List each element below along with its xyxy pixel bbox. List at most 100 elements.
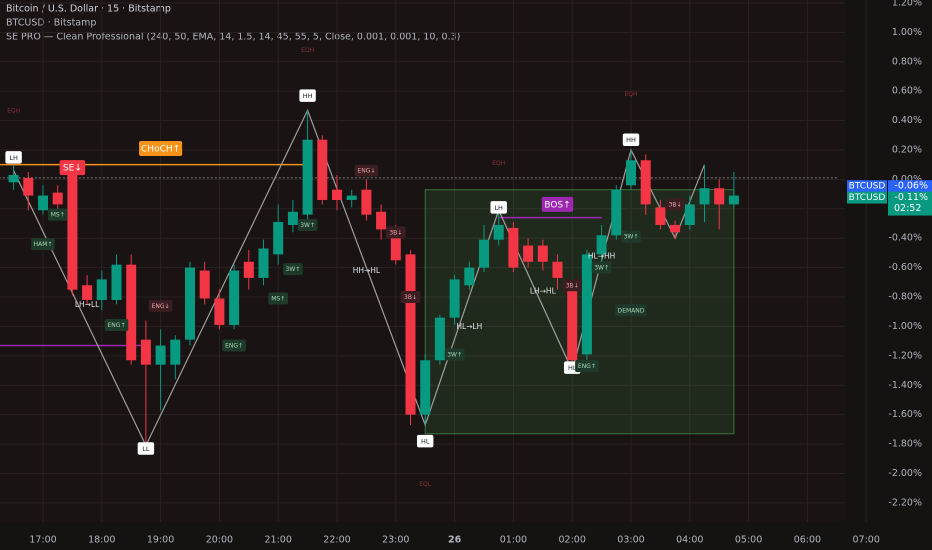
x-tick-label: 22:00 [323,535,350,546]
y-tick-label: -2.20% [888,497,922,508]
price-label-value: -0.11% [894,192,928,203]
x-tick-label: 19:00 [147,535,174,546]
candle-body [140,339,151,365]
annotation-label: ENG↑ [578,363,596,370]
annotation-box [148,299,173,312]
y-tick-label: -1.60% [888,409,922,420]
annotation-label: ENG↓ [152,303,170,310]
annotation-label: 3B↓ [566,282,579,289]
annotation-box [222,339,246,352]
candle-body [714,188,725,205]
annotation-box [31,238,55,251]
demand-zone [424,189,735,435]
annotation-label: HH→HL [353,266,381,275]
annotation-label: EQH [624,91,637,98]
annotation-box [354,164,379,177]
candle-body [655,207,666,225]
candle-body [567,289,578,361]
candle-body [434,317,445,361]
annotation-box [490,201,507,214]
x-tick-label: 01:00 [500,535,527,546]
annotation-label: LH [494,204,503,212]
x-tick-label: 02:00 [559,535,586,546]
annotation-label: 3B↓ [669,201,682,208]
y-tick-label: -0.80% [888,292,922,303]
y-tick-label: -1.00% [888,321,922,332]
annotation-label: 3W↑ [594,265,609,272]
annotation-box [591,261,612,274]
annotation-box [59,160,86,176]
price-label-name: BTCUSD [849,182,886,192]
candle-body [420,360,431,415]
candle-body [670,224,681,233]
annotation-box [268,292,289,305]
candle-body [581,254,592,355]
candle-body [523,245,534,262]
chart-subtitle: BTCUSD · Bitstamp [6,18,96,29]
candle-body [640,160,651,205]
candle-body [405,254,416,415]
candle-body [361,189,372,215]
x-tick-label: 26 [448,535,462,546]
x-tick-label: 07:00 [853,535,880,546]
candle-body [243,261,254,278]
annotation-box [297,218,318,231]
candle-body [67,164,78,290]
annotation-label: EQH [7,107,20,114]
annotation-label: HH [626,136,636,144]
candle-body [552,261,563,278]
annotation-label: 3W↑ [624,234,639,241]
annotation-box [139,141,183,157]
y-tick-label: 1.20% [892,0,922,8]
candle-body [126,264,137,361]
annotation-box [444,348,465,361]
x-tick-label: 03:00 [617,535,644,546]
candle-body [376,211,387,230]
annotation-box [622,133,640,146]
candle-body [199,270,210,299]
candle-body [626,160,636,186]
annotation-label: MS↑ [51,212,65,219]
annotation-box [621,230,641,243]
annotation-label: 3W↑ [286,266,301,273]
y-tick-label: 1.00% [892,27,922,38]
annotation-box [385,226,406,239]
candle-body [537,245,548,262]
chart-title: Bitcoin / U.S. Dollar · 15 · Bitstamp [6,4,171,15]
candle-body [332,189,342,200]
annotation-box [400,291,421,304]
indicator-label: SE PRO — Clean Professional (240, 50, EM… [6,32,460,43]
annotation-label: HL [421,438,430,446]
candle-body [390,229,401,261]
annotation-box [283,263,303,276]
candle-body [464,267,475,286]
annotation-label: LH→LL [75,300,100,309]
candle-body [258,248,269,278]
annotation-label: HL→LH [456,322,482,331]
candle-body [23,177,34,196]
candle-body [479,239,489,268]
candle-body [214,298,225,325]
annotation-label: LH [9,154,18,162]
annotation-label: DEMAND [618,307,645,314]
candle-body [8,174,19,183]
candle-body [170,339,181,365]
annotation-label: 3W↑ [300,222,315,229]
candle-body [317,139,328,200]
y-tick-label: -1.40% [888,380,922,391]
annotation-label: ENG↑ [108,322,126,329]
candle-body [611,189,622,236]
annotation-label: 3W↑ [447,351,462,358]
y-tick-label: -1.20% [888,350,922,361]
y-tick-label: -1.80% [888,439,922,450]
x-tick-label: 20:00 [206,535,233,546]
annotation-label: EQH [301,47,314,54]
candle-body [229,270,240,325]
annotation-label: ENG↑ [225,343,243,350]
annotation-box [104,318,129,331]
candle-body [346,195,357,200]
annotation-label: MS↑ [271,295,285,302]
candle-body [111,264,122,300]
